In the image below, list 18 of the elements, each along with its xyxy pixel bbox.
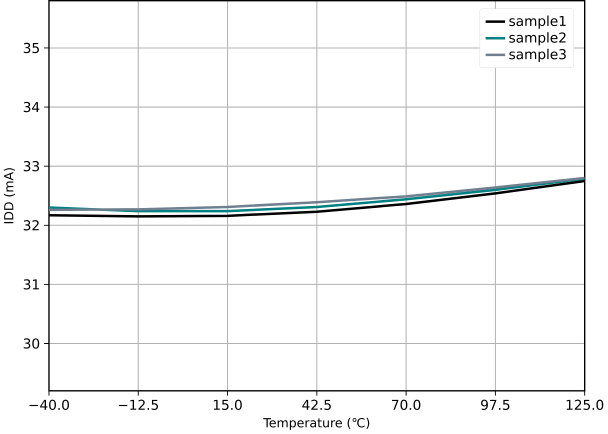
y-tick-label: 30 bbox=[24, 338, 40, 349]
x-tick-label: 42.5 bbox=[302, 400, 331, 410]
legend-label: sample2 bbox=[509, 32, 566, 46]
y-axis-title: IDD (mA) bbox=[4, 168, 15, 224]
y-tick-label: 33 bbox=[24, 161, 40, 172]
x-tick-label: 125.0 bbox=[566, 400, 604, 410]
x-tick-label: −40.0 bbox=[30, 400, 69, 410]
x-tick-label: −12.5 bbox=[118, 400, 158, 410]
x-tick-label: 15.0 bbox=[214, 400, 242, 410]
legend-label: sample3 bbox=[509, 48, 566, 62]
y-tick-label: 34 bbox=[24, 102, 40, 112]
legend-label: sample1 bbox=[509, 16, 566, 29]
x-tick-label: 70.0 bbox=[392, 400, 420, 410]
y-tick-label: 31 bbox=[24, 279, 39, 290]
x-tick-label: 97.5 bbox=[481, 400, 510, 410]
y-tick-label: 32 bbox=[24, 220, 39, 231]
y-tick-label: 35 bbox=[24, 42, 39, 54]
x-axis-title: Temperature (℃) bbox=[263, 418, 370, 430]
